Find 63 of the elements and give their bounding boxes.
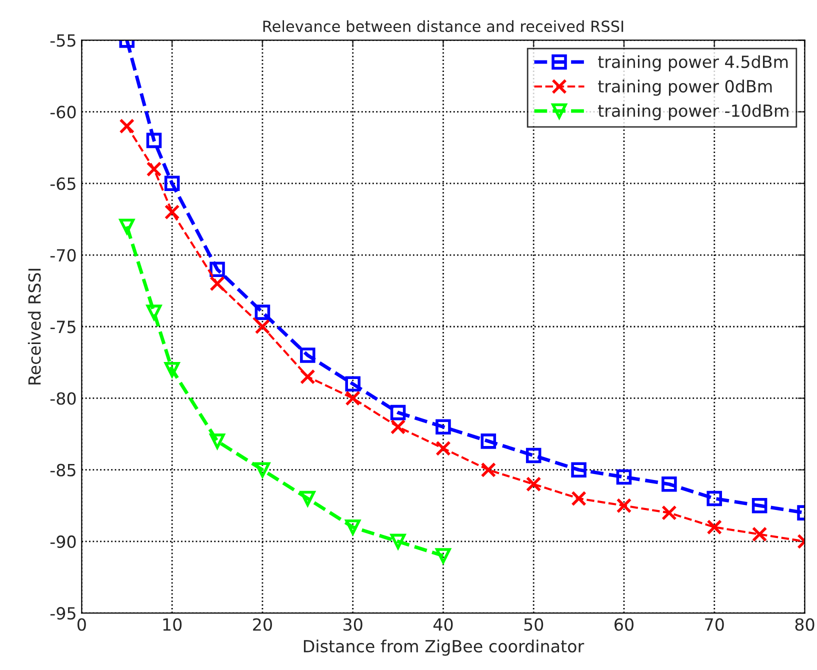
point — [436, 548, 451, 564]
point — [210, 434, 225, 449]
chart-title: Relevance between distance and received RSSI — [263, 20, 624, 32]
y-tick-label: -55 — [50, 34, 76, 47]
y-tick-label: -75 — [50, 320, 76, 334]
legend-label: training power 0dBm — [598, 80, 772, 96]
point — [254, 462, 270, 478]
point — [119, 118, 135, 134]
x-tick-label: 70 — [705, 618, 724, 631]
y-tick-label: -80 — [50, 392, 76, 405]
point — [526, 476, 542, 492]
x-tick-label: 40 — [433, 618, 453, 631]
point — [164, 204, 180, 220]
y-tick-label: -65 — [50, 177, 76, 190]
y-tick-label: -90 — [50, 535, 76, 548]
point — [390, 419, 406, 435]
point — [254, 304, 270, 320]
point — [571, 490, 586, 506]
point — [480, 462, 496, 478]
y-axis-title: Received RSSI — [28, 268, 41, 384]
x-tick-label: 80 — [795, 618, 814, 631]
point — [345, 519, 360, 535]
x-tick-label: 10 — [163, 618, 182, 631]
point — [752, 498, 768, 514]
x-axis-title: Distance from ZigBee coordinator — [304, 640, 584, 656]
point — [662, 505, 677, 520]
x-tick-label: 60 — [614, 618, 634, 631]
x-tick-label: 0 — [77, 618, 86, 631]
legend-label: training power -10dBm — [598, 104, 788, 120]
x-tick-label: 50 — [524, 618, 544, 631]
point — [706, 519, 722, 535]
point — [436, 419, 451, 435]
point — [390, 404, 406, 420]
y-tick-label: -85 — [50, 464, 76, 476]
point — [480, 434, 496, 449]
point — [616, 469, 632, 485]
point — [436, 440, 451, 456]
point — [300, 348, 316, 363]
point — [345, 376, 360, 392]
point — [526, 448, 542, 464]
x-tick-label: 20 — [253, 618, 272, 631]
point — [146, 161, 162, 177]
point — [616, 498, 632, 514]
point — [571, 462, 586, 478]
point — [210, 276, 225, 292]
y-tick-label: -60 — [50, 106, 76, 118]
legend-label: training power 4.5dBm — [598, 55, 788, 72]
point — [119, 218, 135, 234]
point — [300, 490, 316, 506]
point — [752, 526, 768, 542]
point — [254, 318, 270, 334]
point — [146, 132, 162, 148]
y-tick-label: -95 — [50, 607, 76, 620]
point — [662, 476, 677, 492]
point — [300, 369, 316, 384]
x-tick-label: 30 — [344, 618, 362, 631]
point — [164, 362, 180, 378]
point — [345, 390, 360, 406]
point — [706, 490, 722, 506]
point — [390, 534, 406, 550]
y-tick-label: -70 — [50, 248, 76, 262]
point — [164, 176, 180, 192]
point — [146, 304, 162, 320]
